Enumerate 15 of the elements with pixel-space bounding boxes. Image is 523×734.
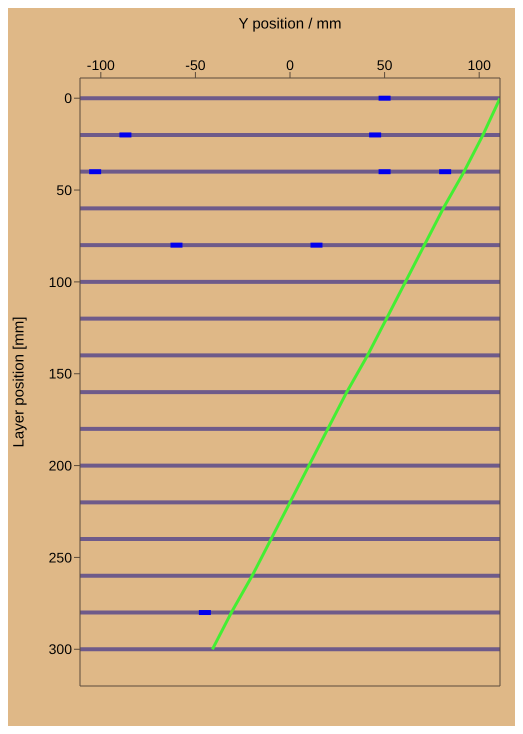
y-tick-label: 250 [48,549,72,566]
x-tick-label: -50 [185,57,206,73]
y-tick-label: 0 [64,90,72,106]
x-tick-label: -100 [86,57,116,73]
x-axis-title: Y position / mm [238,16,342,33]
y-axis-title: Layer position [mm] [10,316,28,448]
y-tick-label: 200 [48,458,72,474]
line-series [210,96,500,651]
x-tick-label: 0 [286,57,294,73]
x-tick-label: 50 [376,57,393,73]
y-tick-label: 300 [48,641,72,658]
x-tick-label: 100 [468,57,492,73]
y-tick-label: 150 [48,366,72,382]
y-tick-label: 100 [48,274,72,290]
y-tick-label: 50 [56,182,72,198]
